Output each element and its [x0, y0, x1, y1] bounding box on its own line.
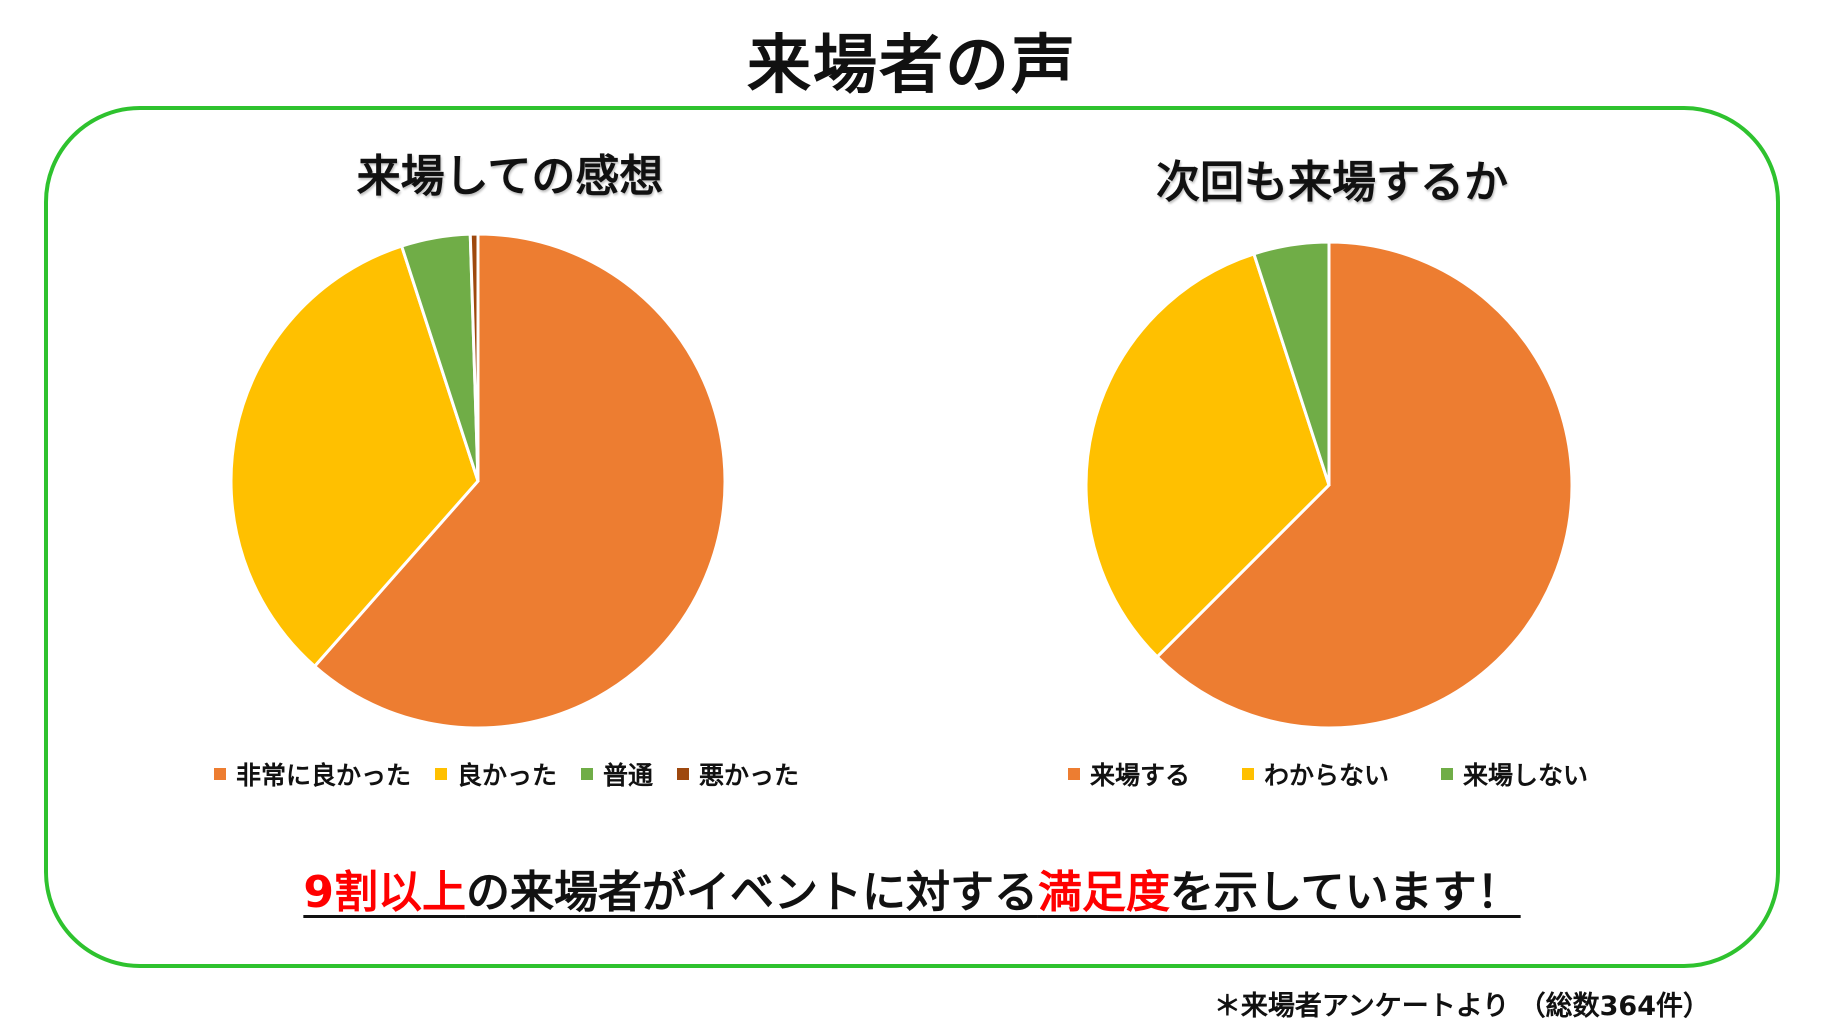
results-frame	[44, 106, 1780, 968]
legend-label: 悪かった	[699, 761, 800, 790]
legend-item: 来場しない	[1441, 756, 1588, 792]
pie-slice-1	[312, 232, 727, 730]
legend-revisit: 来場する わからない 来場しない	[1068, 756, 1588, 792]
legend-swatch	[1441, 768, 1454, 780]
legend-swatch	[581, 768, 594, 780]
pie-chart-revisit	[1084, 240, 1574, 730]
pie-slice-2	[229, 244, 480, 669]
chart-title-impression: 来場しての感想	[356, 151, 664, 202]
legend-swatch	[677, 768, 690, 780]
legend-swatch	[1242, 768, 1255, 780]
legend-item: 良かった	[435, 756, 557, 792]
legend-swatch	[1068, 768, 1080, 780]
pie-chart-impression	[229, 232, 727, 730]
chart-title-revisit: 次回も来場するか	[1156, 157, 1508, 208]
legend-item: 悪かった	[677, 756, 799, 792]
survey-footnote: ＊来場者アンケートより （総数364件）	[1213, 991, 1710, 1022]
pie-slice-4	[468, 232, 480, 482]
legend-item: わからない	[1242, 756, 1389, 792]
legend-label: 来場する	[1090, 761, 1191, 790]
pie-slice-2	[1084, 252, 1331, 659]
message-text: を示しています！	[1169, 867, 1521, 918]
legend-label: 来場しない	[1463, 761, 1589, 790]
highlight-ratio: 9割以上	[303, 867, 466, 918]
highlight-satisfaction: 満足度	[1037, 867, 1170, 918]
legend-swatch	[435, 768, 448, 780]
legend-item: 来場する	[1068, 756, 1190, 792]
legend-impression: 非常に良かった 良かった 普通 悪かった	[214, 756, 799, 792]
summary-message-text: 9割以上の来場者がイベントに対する満足度を示しています！	[303, 867, 1520, 918]
legend-label: 普通	[603, 761, 654, 790]
summary-message: 9割以上の来場者がイベントに対する満足度を示しています！	[0, 856, 1824, 920]
legend-swatch	[214, 768, 226, 780]
legend-item: 非常に良かった	[214, 756, 411, 792]
legend-item: 普通	[581, 756, 653, 792]
page-title: 来場者の声	[747, 29, 1077, 103]
pie-slice-1	[1155, 240, 1574, 730]
legend-label: 良かった	[457, 761, 558, 790]
message-text: の来場者がイベントに対する	[465, 867, 1038, 918]
legend-label: わからない	[1264, 761, 1390, 790]
pie-slice-3	[1252, 240, 1331, 486]
legend-label: 非常に良かった	[236, 761, 412, 790]
